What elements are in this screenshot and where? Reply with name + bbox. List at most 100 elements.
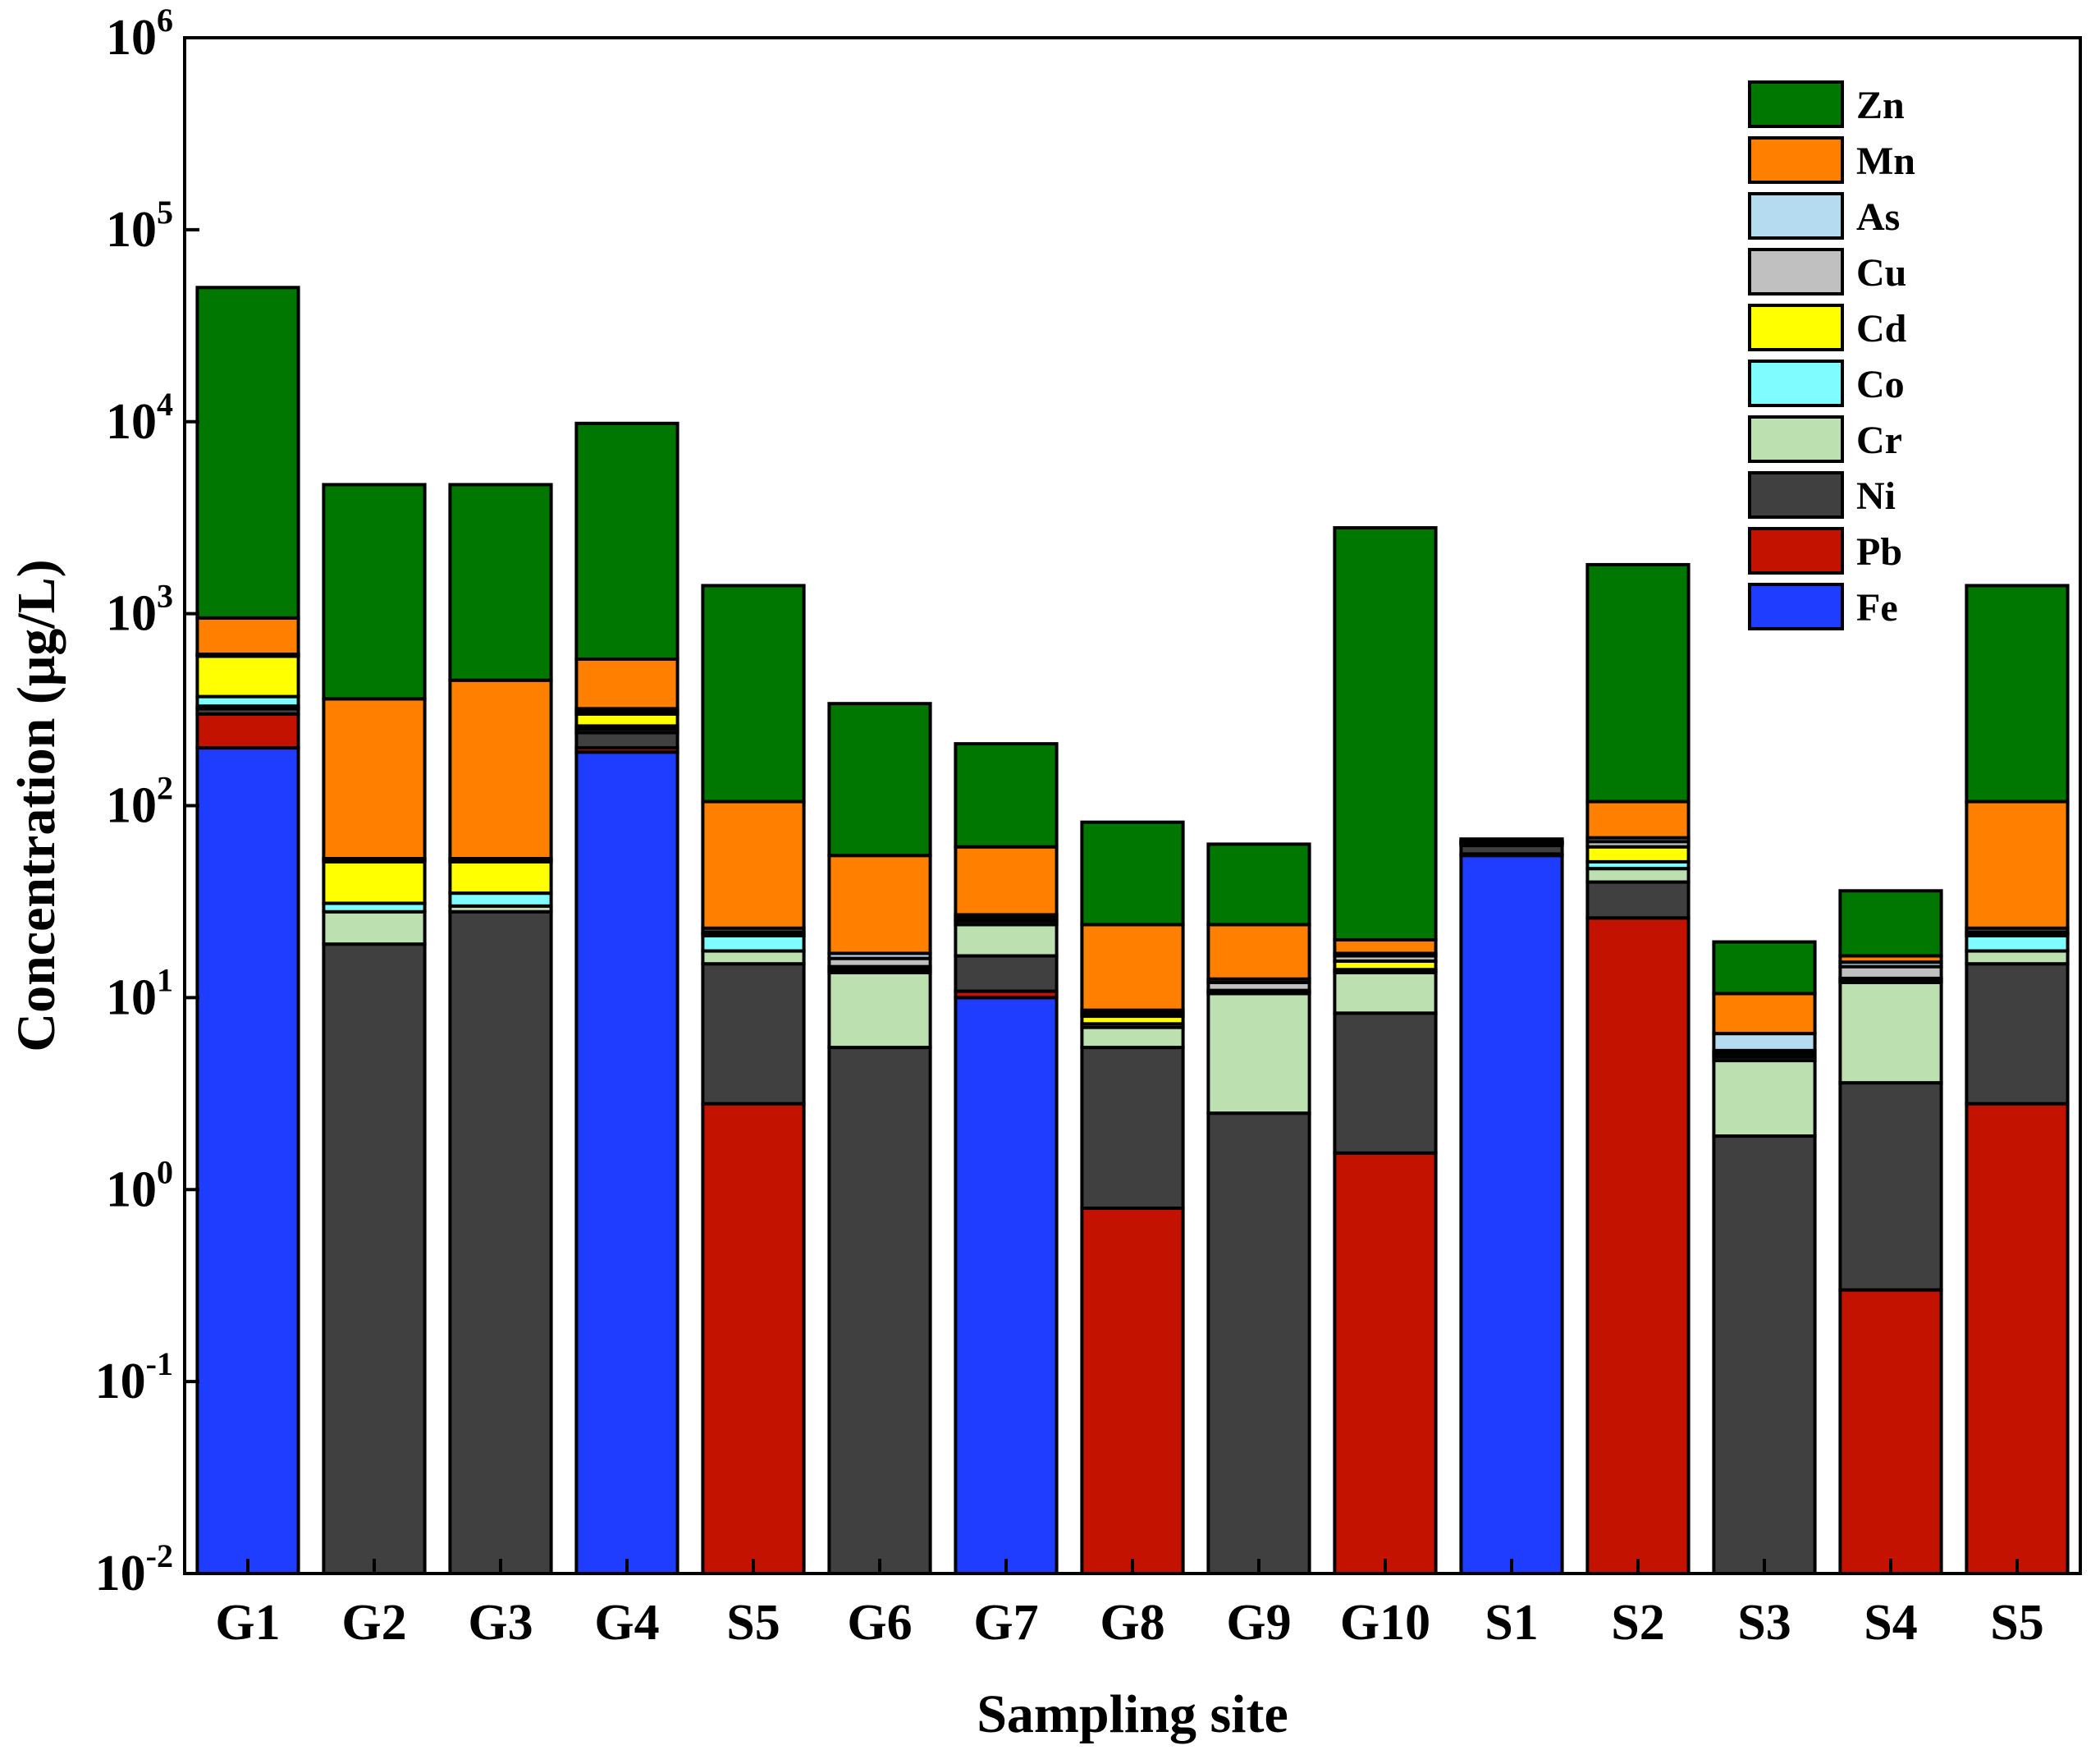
bar-segment-ni — [1080, 1046, 1185, 1210]
bar-segment-ni — [954, 954, 1059, 993]
bar-segment-zn — [827, 702, 932, 858]
x-axis-title: Sampling site — [977, 1684, 1288, 1744]
bar-segment-cr — [1333, 970, 1438, 1015]
bar-segment-fe — [954, 996, 1059, 1575]
bar-segment-mn — [1206, 923, 1311, 981]
bar-segment-ni — [574, 731, 679, 750]
bar-segment-pb — [1080, 1206, 1185, 1575]
bar-segment-cd — [1585, 845, 1691, 864]
bar-segment-cr — [1080, 1025, 1185, 1050]
bar-segment-pb — [1585, 916, 1691, 1575]
legend-swatch-mn — [1748, 136, 1844, 184]
bar-segment-cr — [1838, 980, 1943, 1085]
bar-segment-cr — [1965, 949, 2070, 966]
bar-segment-zn — [195, 286, 300, 620]
bar-segment-ni — [1333, 1011, 1438, 1155]
bar-segment-mn — [827, 854, 932, 955]
y-tick-exponent: 0 — [157, 1153, 173, 1190]
legend-label-cu: Cu — [1856, 251, 1906, 295]
bar-segment-mn — [1712, 992, 1817, 1036]
y-tick-exponent: 5 — [157, 194, 173, 231]
y-tick-label: 104 — [106, 386, 173, 450]
legend-swatch-cr — [1748, 415, 1844, 463]
bar-segment-cr — [1712, 1059, 1817, 1138]
bar-segment-ni — [448, 909, 553, 1575]
legend-label-as: As — [1856, 195, 1900, 239]
legend-label-mn: Mn — [1856, 140, 1915, 183]
bar-segment-zn — [322, 483, 427, 701]
legend-swatch-co — [1748, 360, 1844, 407]
bar-segment-pb — [1333, 1151, 1438, 1576]
bar-segment-mn — [1965, 799, 2070, 930]
x-tick-label: G7 — [973, 1595, 1038, 1651]
bar-segment-fe — [195, 746, 300, 1575]
y-tick-base: 10 — [106, 394, 157, 450]
legend-swatch-pb — [1748, 527, 1844, 575]
bar-segment-cd — [574, 712, 679, 728]
bar-segment-pb — [1838, 1288, 1943, 1575]
y-tick-label: 102 — [106, 770, 173, 834]
bars-layer — [195, 286, 2070, 1576]
y-tick-exponent: 3 — [157, 578, 173, 615]
y-tick-label: 10-1 — [95, 1345, 173, 1409]
bar-segment-ni — [1206, 1111, 1311, 1575]
legend-swatch-ni — [1748, 471, 1844, 519]
bar-segment-zn — [1712, 940, 1817, 996]
bar-segment-zn — [1080, 820, 1185, 927]
bar-segment-mn — [1080, 923, 1185, 1012]
x-tick-label: G9 — [1226, 1595, 1291, 1651]
bar-segment-ni — [1712, 1134, 1817, 1575]
y-tick-exponent: 1 — [157, 961, 173, 998]
bar-segment-cr — [701, 949, 806, 966]
bar-segment-cr — [827, 970, 932, 1050]
y-tick-label: 106 — [106, 2, 173, 66]
x-tick-label: S5 — [726, 1595, 780, 1651]
x-tick-label: G3 — [468, 1595, 533, 1651]
bar-segment-mn — [701, 799, 806, 930]
y-tick-base: 10 — [95, 1354, 146, 1409]
bar-segment-zn — [1965, 584, 2070, 804]
x-tick-label: G6 — [847, 1595, 912, 1651]
bar-segment-co — [1965, 934, 2070, 953]
x-tick-label: G4 — [594, 1595, 659, 1651]
bar-segment-ni — [701, 962, 806, 1106]
legend-swatch-cd — [1748, 304, 1844, 351]
y-tick-base: 10 — [95, 1546, 146, 1601]
x-tick-label: G10 — [1340, 1595, 1430, 1651]
y-axis-title: Concentration (μg/L) — [7, 559, 66, 1051]
y-tick-label: 103 — [106, 578, 173, 642]
bar-segment-mn — [1585, 799, 1691, 840]
bar-segment-ni — [827, 1046, 932, 1575]
legend-swatch-as — [1748, 192, 1844, 240]
x-tick-label: G2 — [341, 1595, 406, 1651]
bar-segment-pb — [701, 1102, 806, 1575]
bar-segment-cd — [448, 859, 553, 896]
x-axis-ticks: G1 G2 G3 G4 S5 G6 G7 G8 G9 G10 S1 S2 S3 S4 S5 — [215, 1559, 2044, 1651]
bar-segment-ni — [1965, 962, 2070, 1106]
bar-segment-mn — [195, 616, 300, 657]
y-tick-base: 10 — [106, 1161, 157, 1217]
y-tick-exponent: 4 — [157, 386, 173, 423]
bar-segment-mn — [954, 845, 1059, 917]
y-tick-exponent: -2 — [146, 1537, 173, 1574]
y-tick-exponent: 2 — [157, 770, 173, 807]
x-tick-label: S4 — [1864, 1595, 1917, 1651]
legend-label-pb: Pb — [1856, 530, 1902, 574]
bar-segment-cu — [1838, 964, 1943, 980]
x-tick-label: S5 — [1990, 1595, 2043, 1651]
legend-label-cd: Cd — [1856, 307, 1907, 350]
x-tick-label: S2 — [1611, 1595, 1664, 1651]
bar-segment-ni — [1838, 1081, 1943, 1292]
bar-segment-mn — [1333, 937, 1438, 955]
y-tick-base: 10 — [106, 778, 157, 834]
x-tick-label: S1 — [1485, 1595, 1538, 1651]
y-tick-exponent: 6 — [157, 2, 173, 39]
bar-segment-cr — [954, 923, 1059, 958]
y-tick-label: 105 — [106, 194, 173, 258]
y-tick-label: 10-2 — [95, 1537, 173, 1601]
y-tick-base: 10 — [106, 10, 157, 66]
y-tick-exponent: -1 — [146, 1345, 173, 1382]
bar-segment-ni — [1585, 880, 1691, 920]
legend: Zn Mn As Cu Cd Co Cr Ni Pb Fe — [1748, 80, 1915, 630]
